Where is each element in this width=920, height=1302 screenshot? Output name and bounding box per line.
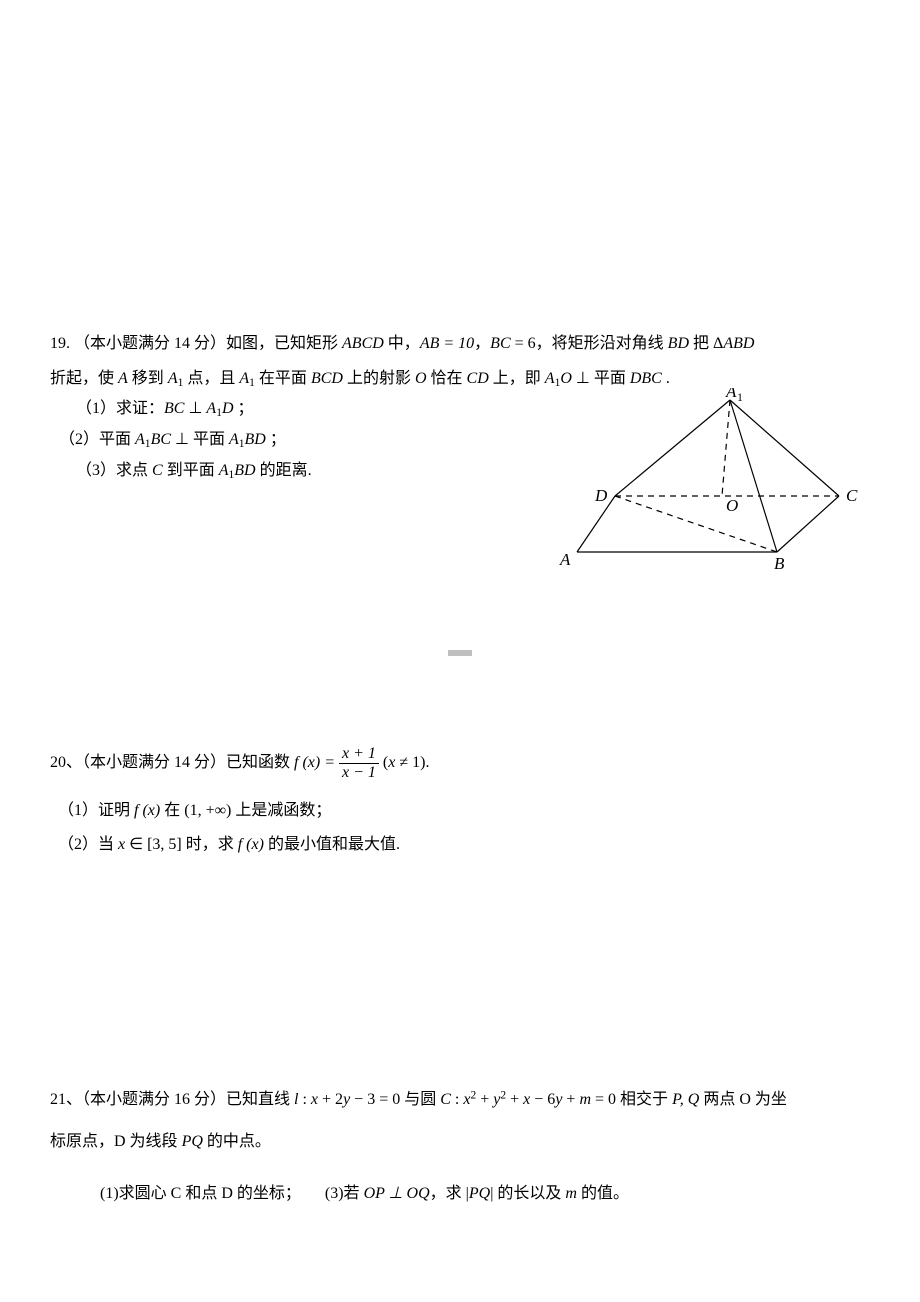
t: 相交于 xyxy=(616,1091,672,1108)
sub3: (3)若 xyxy=(325,1185,364,1202)
t: 的中点。 xyxy=(203,1133,271,1150)
t: ⊥ 平面 xyxy=(572,370,630,387)
t: 移到 xyxy=(128,370,168,387)
svg-text:B: B xyxy=(774,554,785,573)
abcd: ABCD xyxy=(342,335,384,352)
t: ； xyxy=(266,431,286,448)
dbc: DBC xyxy=(630,370,662,387)
problem-20-subparts: （1）证明 f (x) 在 (1, +∞) 上是减函数； （2）当 x ∈ [3… xyxy=(58,794,870,861)
sub2: （2）平面 xyxy=(59,431,135,448)
problem-21-subparts: (1)求圆心 C 和点 D 的坐标； (3)若 OP ⊥ OQ，求 |PQ| 的… xyxy=(100,1176,870,1211)
a1bc: A1BC xyxy=(135,431,171,448)
t: 把 xyxy=(689,335,713,352)
sub1: （1）求证： xyxy=(76,400,164,417)
t: 中， xyxy=(384,335,420,352)
abs-pq: |PQ| xyxy=(466,1185,494,1202)
t: 折起，使 xyxy=(50,370,118,387)
t: 两点 O 为坐 xyxy=(699,1091,787,1108)
pq: P, Q xyxy=(672,1091,699,1108)
int1: (1, +∞) xyxy=(184,802,231,819)
q21-text: 21、（本小题满分 16 分）已知直线 xyxy=(50,1091,294,1108)
t: ，求 xyxy=(430,1185,466,1202)
t: 的长以及 xyxy=(493,1185,565,1202)
t: 上是减函数； xyxy=(231,802,331,819)
t: 恰在 xyxy=(427,370,467,387)
svg-text:A: A xyxy=(725,388,737,401)
tetrahedron-diagram: A1DCOAB xyxy=(555,388,875,578)
t: 上的射影 xyxy=(343,370,415,387)
t: . xyxy=(662,370,670,387)
fx3: f (x) xyxy=(238,836,264,853)
line-eq: : x + 2y − 3 = 0 xyxy=(302,1091,400,1108)
o: O xyxy=(415,370,427,387)
svg-text:1: 1 xyxy=(737,390,743,404)
q20-text: 20、（本小题满分 14 分）已知函数 xyxy=(50,754,294,771)
fraction: x + 1x − 1 xyxy=(339,745,379,781)
a: A xyxy=(118,370,128,387)
bcd: BCD xyxy=(311,370,343,387)
fx: f (x) = xyxy=(294,754,339,771)
sub1: (1)求圆心 C 和点 D 的坐标； xyxy=(100,1185,301,1202)
pq2: PQ xyxy=(182,1133,203,1150)
t: 标原点，D 为线段 xyxy=(50,1133,182,1150)
a1: A1 xyxy=(168,370,184,387)
t: ； xyxy=(234,400,254,417)
diagram-svg: A1DCOAB xyxy=(555,388,875,578)
bc: BC xyxy=(164,400,184,417)
xin: x xyxy=(118,836,129,853)
t: 与圆 xyxy=(400,1091,440,1108)
ab-eq: AB = 10 xyxy=(420,335,474,352)
den: x − 1 xyxy=(339,764,379,782)
t: 上，即 xyxy=(489,370,545,387)
a1o: A1O xyxy=(545,370,572,387)
t: . xyxy=(425,754,429,771)
fx2: f (x) xyxy=(134,802,160,819)
circle-c: C xyxy=(440,1091,455,1108)
bc-eq: BC = 6 xyxy=(490,335,535,352)
t: 在 xyxy=(160,802,184,819)
a1bd2: A1BD xyxy=(219,462,256,479)
t: 的值。 xyxy=(577,1185,629,1202)
sub2: （2）当 xyxy=(58,836,118,853)
cd: CD xyxy=(467,370,489,387)
q19-text: 19. （本小题满分 14 分）如图，已知矩形 xyxy=(50,335,342,352)
t: 时，求 xyxy=(182,836,238,853)
t: 的距离. xyxy=(256,462,312,479)
a1b: A1 xyxy=(239,370,255,387)
xin2: ∈ [3, 5] xyxy=(129,836,182,853)
svg-text:A: A xyxy=(559,550,571,569)
t: 到平面 xyxy=(163,462,219,479)
sub3: （3）求点 xyxy=(76,462,152,479)
problem-19: 19. （本小题满分 14 分）如图，已知矩形 ABCD 中，AB = 10，B… xyxy=(50,326,870,396)
t: 的最小值和最大值. xyxy=(264,836,400,853)
sub1: （1）证明 xyxy=(58,802,134,819)
problem-21: 21、（本小题满分 16 分）已知直线 l : x + 2y − 3 = 0 与… xyxy=(50,1079,870,1162)
bd: BD xyxy=(668,335,689,352)
t: ， xyxy=(474,335,490,352)
t: 在平面 xyxy=(255,370,311,387)
m: m xyxy=(565,1185,577,1202)
svg-text:D: D xyxy=(594,486,608,505)
t: ，将矩形沿对角线 xyxy=(536,335,668,352)
svg-text:O: O xyxy=(726,496,738,515)
op-oq: OP ⊥ OQ xyxy=(364,1185,430,1202)
t: 点，且 xyxy=(183,370,239,387)
num: x + 1 xyxy=(339,745,379,764)
a1d: A1D xyxy=(206,400,233,417)
svg-text:C: C xyxy=(846,486,858,505)
tri-abd: ΔABD xyxy=(713,335,754,352)
cond: (x ≠ 1) xyxy=(379,754,426,771)
circle-eq: : x2 + y2 + x − 6y + m = 0 xyxy=(455,1091,616,1108)
problem-20: 20、（本小题满分 14 分）已知函数 f (x) = x + 1x − 1 (… xyxy=(50,745,870,781)
t: ⊥ xyxy=(184,400,206,417)
c: C xyxy=(152,462,163,479)
t: ⊥ 平面 xyxy=(171,431,229,448)
a1bd: A1BD xyxy=(229,431,266,448)
watermark-icon xyxy=(448,650,472,656)
